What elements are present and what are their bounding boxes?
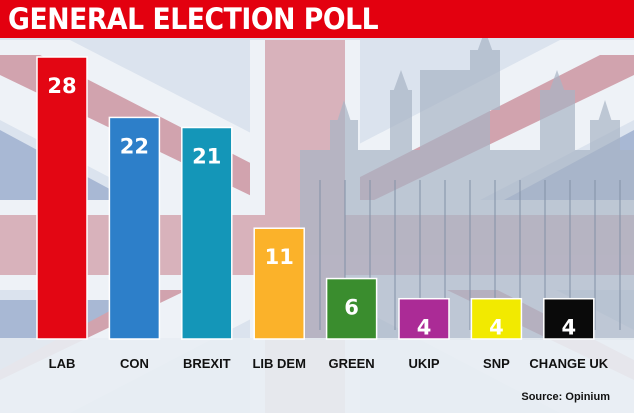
- bar-change-uk: [543, 297, 595, 340]
- category-label-change-uk: CHANGE UK: [529, 356, 608, 371]
- category-label-snp: SNP: [483, 356, 510, 371]
- bar-lab: [36, 56, 88, 340]
- bar-snp: [470, 297, 523, 340]
- bar-con: [108, 116, 161, 340]
- category-label-lab: LAB: [49, 356, 76, 371]
- value-label-brexit: 21: [192, 145, 221, 169]
- value-label-green: 6: [344, 296, 359, 320]
- category-label-lib-dem: LIB DEM: [252, 356, 305, 371]
- category-label-ukip: UKIP: [408, 356, 439, 371]
- bar-ukip: [398, 297, 450, 340]
- category-label-con: CON: [120, 356, 149, 371]
- value-label-lab: 28: [47, 74, 76, 98]
- bar-lib-dem: [253, 227, 305, 340]
- value-label-con: 22: [120, 134, 149, 158]
- category-label-brexit: BREXIT: [183, 356, 231, 371]
- source-note: Source: Opinium: [521, 391, 610, 403]
- bar-green: [325, 277, 378, 340]
- value-label-lib-dem: 11: [265, 245, 294, 269]
- value-label-ukip: 4: [417, 316, 432, 340]
- value-label-change-uk: 4: [561, 316, 576, 340]
- category-label-green: GREEN: [328, 356, 374, 371]
- title-bar: GENERAL ELECTION POLL: [0, 0, 634, 38]
- chart-title: GENERAL ELECTION POLL: [8, 2, 379, 36]
- bar-brexit: [181, 126, 233, 340]
- value-label-snp: 4: [489, 316, 504, 340]
